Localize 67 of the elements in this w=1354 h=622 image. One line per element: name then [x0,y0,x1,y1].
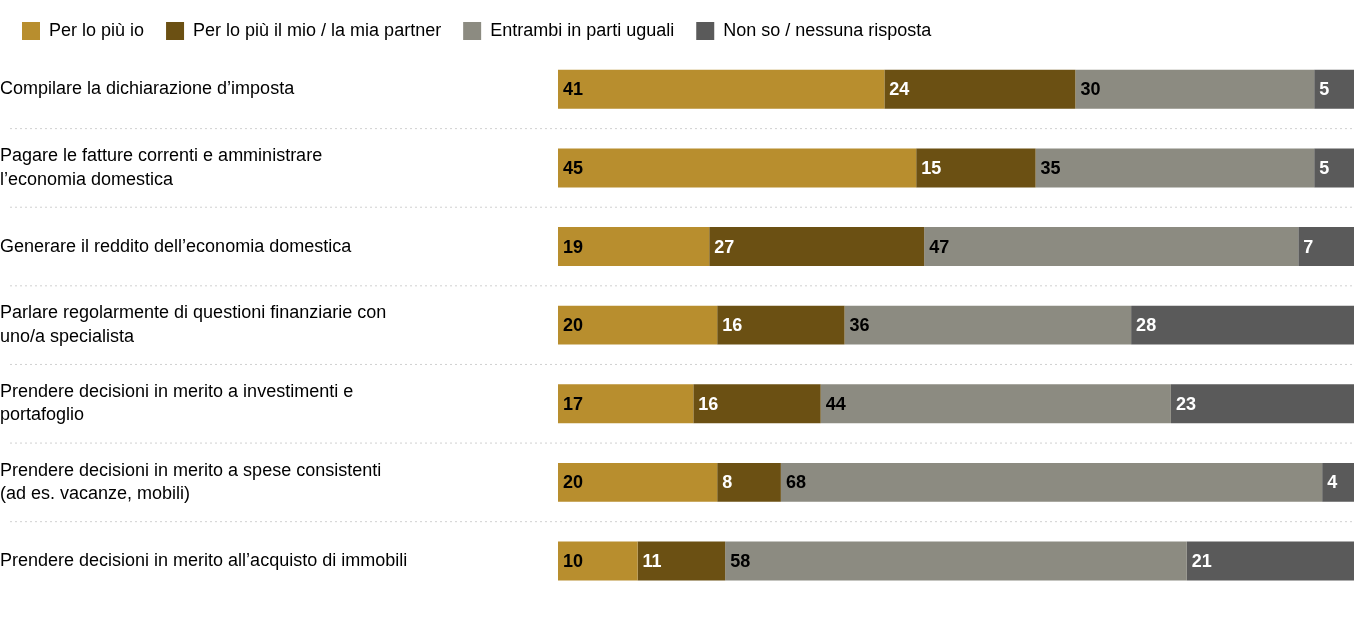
data-label: 36 [849,315,870,336]
legend-label: Entrambi in parti uguali [490,19,675,40]
data-label: 23 [1175,393,1196,414]
bar [558,227,710,266]
y-tick-label: Pagare le fatture correnti e amministrare l’economia domestica [0,145,323,189]
bar [558,305,718,345]
data-label: 5 [1319,157,1330,178]
data-label: 28 [1136,315,1157,336]
bar [709,227,925,266]
bar [558,69,885,109]
bar [1131,305,1354,345]
y-tick-label: Prendere decisioni in merito all’acquisto di immobili [0,549,408,570]
data-label: 15 [921,157,942,178]
bar [1035,148,1315,188]
y-tick-label: Prendere decisioni in merito a spese consistenti (ad es. vacanze, mobili) [0,459,382,504]
legend-label: Non so / nessuna risposta [723,19,933,40]
data-label: 68 [785,472,806,493]
data-label: 5 [1319,79,1330,100]
bar [820,384,1171,424]
y-tick-label: Parlare regolarmente di questioni finanziarie con uno/a specialista [0,302,387,346]
y-tick-label: Generare il reddito dell’economia domestica [0,235,353,256]
bar [1186,541,1354,581]
bar [637,541,726,581]
bar [725,541,1187,581]
data-label: 16 [698,393,719,414]
data-label: 24 [889,79,910,100]
bar [780,462,1323,502]
data-label: 17 [563,393,584,414]
bar [1170,384,1354,424]
bar [558,462,718,502]
data-label: 30 [1080,79,1101,100]
data-label: 35 [1040,157,1061,178]
data-label: 47 [929,236,950,257]
bar [1075,69,1315,109]
data-label: 20 [563,472,584,493]
y-tick-label: Prendere decisioni in merito a investimenti e portafoglio [0,381,354,425]
data-label: 41 [563,79,584,100]
data-label: 44 [825,393,846,414]
bar [717,462,781,502]
bar [1314,148,1354,188]
data-label: 19 [563,236,584,257]
data-label: 4 [1327,472,1338,493]
bar [844,305,1132,345]
bar [884,69,1076,109]
data-label: 45 [563,157,584,178]
legend-label: Per lo più io [49,19,145,40]
bar [558,541,638,581]
data-label: 58 [730,550,751,571]
y-tick-label: Compilare la dichiarazione d’imposta [0,78,296,99]
data-label: 10 [563,550,584,571]
bar [924,227,1299,266]
bar [558,148,917,188]
bar [717,305,845,345]
legend-label: Per lo più il mio / la mia partner [193,19,442,40]
bar [693,384,821,424]
data-label: 20 [563,315,584,336]
data-label: 8 [722,472,733,493]
bar [916,148,1036,188]
bar [1298,227,1354,266]
data-label: 11 [642,550,662,571]
data-label: 27 [714,236,735,257]
data-label: 21 [1191,550,1212,571]
data-label: 16 [722,315,743,336]
data-label: 7 [1303,236,1314,257]
bar [1322,462,1354,502]
bar [1314,69,1354,109]
bar [558,384,694,424]
